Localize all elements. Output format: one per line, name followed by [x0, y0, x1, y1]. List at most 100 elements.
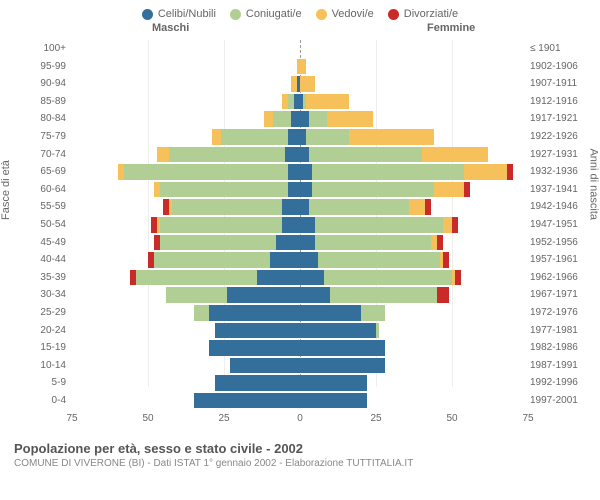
bar-segment-celibi: [194, 393, 300, 409]
pyramid-row: [72, 251, 528, 269]
x-tick: 25: [218, 413, 229, 424]
female-bar: [300, 270, 461, 286]
x-tick: 75: [66, 413, 77, 424]
header-female: Femmine: [427, 22, 475, 34]
female-bar: [300, 340, 385, 356]
legend-item: Celibi/Nubili: [142, 8, 216, 20]
female-bar: [300, 393, 367, 409]
bar-rows: [72, 40, 528, 411]
age-label: 35-39: [22, 269, 66, 287]
male-bar: [118, 164, 300, 180]
age-label: 5-9: [22, 374, 66, 392]
bar-segment-coniugati: [312, 164, 464, 180]
x-axis: 7550250255075: [72, 413, 528, 431]
bar-segment-coniugati: [376, 323, 379, 339]
bar-segment-coniugati: [273, 111, 291, 127]
age-label: 30-34: [22, 286, 66, 304]
bar-segment-vedovi: [327, 111, 373, 127]
bar-segment-coniugati: [154, 252, 270, 268]
bar-segment-celibi: [288, 182, 300, 198]
bar-segment-celibi: [300, 358, 385, 374]
male-bar: [148, 252, 300, 268]
bar-segment-celibi: [300, 270, 324, 286]
female-bar: [300, 323, 379, 339]
bar-segment-coniugati: [309, 111, 327, 127]
x-tick: 0: [297, 413, 303, 424]
legend-label: Celibi/Nubili: [158, 8, 216, 20]
female-bar: [300, 375, 367, 391]
birth-label: 1962-1966: [530, 269, 584, 287]
pyramid-row: [72, 374, 528, 392]
birth-label: 1952-1956: [530, 234, 584, 252]
legend-item: Divorziati/e: [388, 8, 458, 20]
pyramid-row: [72, 392, 528, 410]
birth-label: 1967-1971: [530, 286, 584, 304]
pyramid-row: [72, 304, 528, 322]
male-bar: [215, 323, 300, 339]
bar-segment-celibi: [300, 287, 330, 303]
bar-segment-celibi: [300, 252, 318, 268]
bar-segment-coniugati: [312, 182, 434, 198]
bar-segment-celibi: [230, 358, 300, 374]
legend-item: Vedovi/e: [316, 8, 374, 20]
male-bar: [130, 270, 300, 286]
bar-segment-divorziati: [464, 182, 470, 198]
bar-segment-vedovi: [464, 164, 507, 180]
bar-segment-coniugati: [136, 270, 258, 286]
female-bar: [300, 76, 315, 92]
birth-label: 1917-1921: [530, 110, 584, 128]
bar-segment-celibi: [300, 164, 312, 180]
male-bar: [212, 129, 300, 145]
pyramid-row: [72, 181, 528, 199]
bar-segment-celibi: [288, 129, 300, 145]
bar-segment-celibi: [291, 111, 300, 127]
bar-segment-celibi: [300, 147, 309, 163]
x-tick: 75: [522, 413, 533, 424]
bar-segment-celibi: [282, 199, 300, 215]
chart-footer: Popolazione per età, sesso e stato civil…: [12, 435, 588, 469]
age-label: 50-54: [22, 216, 66, 234]
bar-segment-divorziati: [455, 270, 461, 286]
female-bar: [300, 287, 449, 303]
pyramid-row: [72, 93, 528, 111]
birth-label: 1987-1991: [530, 357, 584, 375]
bar-segment-coniugati: [309, 199, 409, 215]
bar-segment-vedovi: [157, 147, 169, 163]
bar-segment-celibi: [209, 305, 300, 321]
male-bar: [166, 287, 300, 303]
bar-segment-coniugati: [160, 217, 282, 233]
pyramid-row: [72, 357, 528, 375]
bar-segment-vedovi: [349, 129, 434, 145]
age-label: 65-69: [22, 163, 66, 181]
female-bar: [300, 164, 513, 180]
plot-area: Fasce di età Anni di nascita 100+95-9990…: [12, 40, 588, 435]
bar-segment-celibi: [300, 217, 315, 233]
bar-segment-vedovi: [434, 182, 464, 198]
chart-subtitle: COMUNE DI VIVERONE (BI) - Dati ISTAT 1° …: [14, 458, 586, 469]
bar-segment-coniugati: [306, 129, 349, 145]
bar-segment-celibi: [300, 235, 315, 251]
age-label: 85-89: [22, 93, 66, 111]
male-bar: [154, 235, 300, 251]
population-pyramid-chart: Celibi/NubiliConiugati/eVedovi/eDivorzia…: [0, 0, 600, 500]
female-bar: [300, 147, 488, 163]
bar-segment-coniugati: [315, 217, 443, 233]
male-bar: [194, 393, 300, 409]
female-bar: [300, 252, 449, 268]
legend-swatch: [388, 9, 399, 20]
birth-label: 1947-1951: [530, 216, 584, 234]
legend-swatch: [316, 9, 327, 20]
age-label: 0-4: [22, 392, 66, 410]
pyramid-row: [72, 198, 528, 216]
birth-label: ≤ 1901: [530, 40, 584, 58]
header-male: Maschi: [152, 22, 189, 34]
bar-segment-vedovi: [212, 129, 221, 145]
birth-label: 1982-1986: [530, 339, 584, 357]
bar-segment-coniugati: [330, 287, 436, 303]
bar-segment-coniugati: [361, 305, 385, 321]
male-bar: [215, 375, 300, 391]
birth-label: 1902-1906: [530, 58, 584, 76]
pyramid-row: [72, 269, 528, 287]
bar-segment-vedovi: [443, 217, 452, 233]
male-bar: [291, 76, 300, 92]
